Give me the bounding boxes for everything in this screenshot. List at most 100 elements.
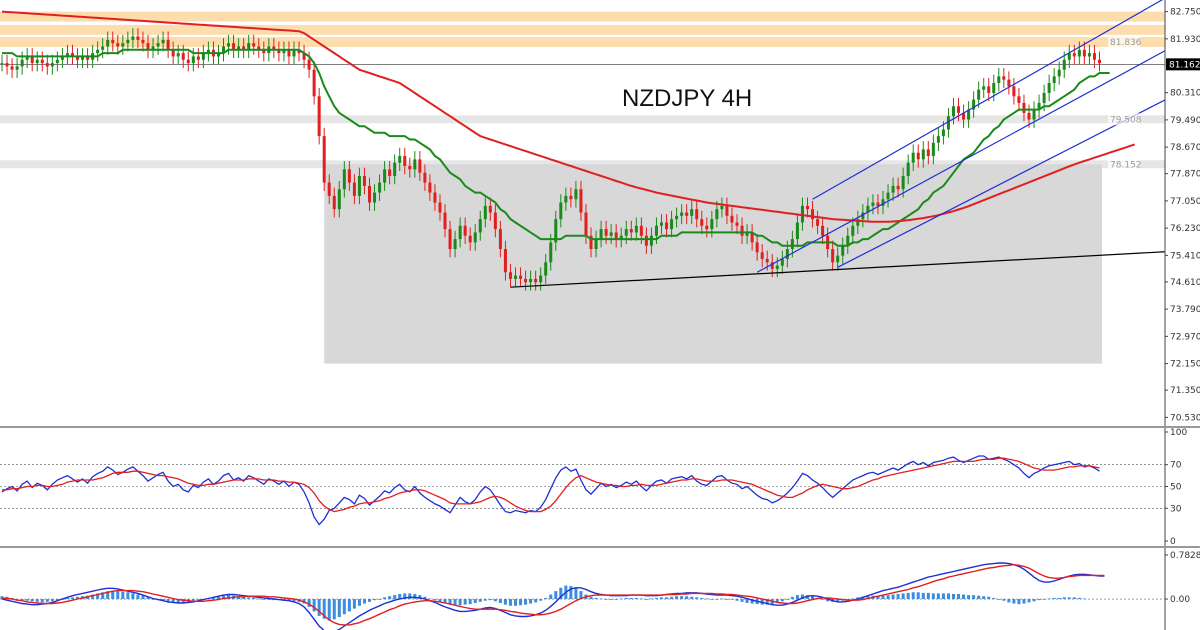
candle-body <box>171 49 175 57</box>
candle-body <box>1082 49 1086 57</box>
candle <box>40 51 44 72</box>
macd-histogram-bar <box>594 597 598 600</box>
candle-body <box>987 86 991 93</box>
candle-body <box>760 252 764 259</box>
macd-histogram-bar <box>357 599 361 606</box>
macd-histogram-bar <box>352 599 356 609</box>
candle <box>559 194 563 228</box>
candle <box>745 224 749 245</box>
candle-body <box>161 39 165 44</box>
candle-body <box>780 258 784 266</box>
macd-histogram-bar <box>468 599 472 605</box>
candle <box>665 214 669 238</box>
candle <box>1047 74 1051 102</box>
candle <box>262 41 266 62</box>
candle-body <box>408 166 412 170</box>
macd-histogram-bar <box>750 599 754 604</box>
candle <box>780 250 784 274</box>
candle <box>206 41 210 62</box>
macd-histogram-bar <box>287 599 291 601</box>
candle <box>327 174 331 205</box>
candle <box>1032 101 1036 128</box>
candle <box>1037 94 1041 118</box>
candle <box>1092 44 1096 69</box>
candle <box>871 194 875 215</box>
macd-histogram-bar <box>40 599 44 603</box>
candle <box>181 44 185 69</box>
macd-histogram-bar <box>292 599 296 602</box>
candle-body <box>967 109 971 120</box>
macd-histogram-bar <box>408 593 412 600</box>
candle <box>70 44 74 65</box>
candle <box>720 197 724 218</box>
candle-body <box>1017 96 1021 103</box>
candle <box>725 197 729 225</box>
candle-body <box>146 43 150 50</box>
consolidation-box <box>324 164 1103 364</box>
candle-body <box>96 49 100 54</box>
candle-body <box>247 43 251 50</box>
level-label-bg <box>1108 113 1140 126</box>
candle-body <box>951 106 955 117</box>
candle-body <box>997 76 1001 84</box>
candle <box>931 134 935 165</box>
candle-body <box>287 49 291 57</box>
candle <box>529 270 533 291</box>
candle <box>670 210 674 238</box>
candle-body <box>795 222 799 240</box>
candle-body <box>946 116 950 130</box>
candle <box>453 230 457 258</box>
candle <box>685 204 689 225</box>
candle <box>458 217 462 248</box>
candle <box>549 234 553 271</box>
candle <box>574 180 578 208</box>
candle <box>272 38 276 59</box>
macd-histogram-bar <box>695 597 699 600</box>
candle <box>403 147 407 175</box>
macd-histogram-bar <box>972 595 976 600</box>
candle <box>659 214 664 235</box>
candle <box>1007 71 1011 95</box>
candle-body <box>317 96 321 137</box>
macd-histogram-bar <box>926 592 930 600</box>
macd-histogram-bar <box>745 599 749 603</box>
candle-body <box>1097 59 1101 64</box>
candle-body <box>201 53 205 60</box>
candle-body <box>750 232 754 243</box>
candle <box>1002 68 1006 88</box>
candle <box>851 217 855 245</box>
macd-histogram-bar <box>478 599 482 602</box>
candle-body <box>670 219 674 230</box>
candle <box>1022 94 1026 122</box>
candle <box>322 127 326 191</box>
macd-histogram-bar <box>916 592 920 600</box>
candle-body <box>841 245 845 256</box>
macd-line <box>1 563 1105 626</box>
candle-body <box>901 175 905 190</box>
macd-histogram-bar <box>307 599 311 607</box>
candle <box>715 200 719 228</box>
candle-body <box>216 53 220 57</box>
candle-body <box>342 169 346 190</box>
macd-histogram-bar <box>967 595 971 600</box>
candle-body <box>962 112 966 120</box>
candle <box>171 41 175 65</box>
macd-histogram-bar <box>267 599 271 600</box>
macd-histogram-bar <box>951 593 955 600</box>
macd-histogram-bar <box>91 594 95 600</box>
candle <box>156 34 160 55</box>
macd-histogram-bar <box>730 599 734 600</box>
macd-histogram-bar <box>911 592 915 600</box>
price-tick-label: 76.230 <box>1170 224 1200 234</box>
candle <box>378 174 382 201</box>
price-tick-label: 82.750 <box>1170 8 1200 18</box>
candle <box>176 44 180 65</box>
candle-body <box>740 225 744 236</box>
candle <box>554 210 558 251</box>
macd-histogram-bar <box>15 599 19 600</box>
macd-histogram-bar <box>931 593 935 600</box>
candle-body <box>156 43 160 47</box>
candle-body <box>549 242 553 263</box>
candle <box>292 41 296 65</box>
macd-histogram-bar <box>529 599 533 604</box>
